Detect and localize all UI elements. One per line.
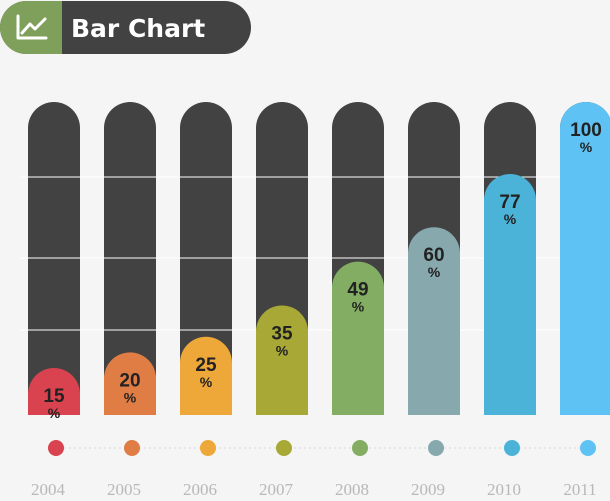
year-marker-dot: [428, 440, 444, 456]
x-tick-label: 2005: [107, 480, 141, 499]
x-axis-labels: 2004 2005 2006 2007 2008 2009 2010 2011: [31, 480, 597, 499]
bar-value-label: 49: [347, 280, 368, 301]
bar-value-label: 60: [423, 245, 444, 266]
year-markers: [48, 440, 596, 456]
bar: [104, 352, 156, 415]
x-tick-label: 2010: [487, 480, 521, 499]
year-marker-dot: [200, 440, 216, 456]
bar-value-unit: %: [124, 389, 137, 405]
year-marker-dot: [48, 440, 64, 456]
chart-title-banner: Bar Chart: [0, 1, 251, 54]
bar: [408, 227, 460, 415]
bar-value-unit: %: [48, 405, 61, 421]
x-tick-label: 2011: [563, 480, 596, 499]
title-background: [0, 1, 251, 54]
line-chart-icon: [16, 14, 48, 40]
bar-value-label: 100: [570, 120, 602, 141]
bar-value-label: 25: [195, 355, 217, 376]
year-marker-dot: [352, 440, 368, 456]
title-icon-background: [0, 1, 62, 54]
bar: [28, 368, 80, 415]
bar-value-unit: %: [276, 342, 289, 358]
bar: [332, 261, 384, 415]
bar-value-label: 20: [119, 370, 140, 391]
bars: [28, 102, 610, 415]
bar-value-unit: %: [504, 211, 517, 227]
bar: [180, 336, 233, 415]
bar-value-label: 15: [43, 386, 65, 407]
bar-value-unit: %: [428, 264, 441, 280]
bar: [256, 305, 308, 415]
x-tick-label: 2004: [31, 480, 66, 499]
bar-value-unit: %: [580, 139, 593, 155]
chart-title: Bar Chart: [71, 14, 205, 43]
bar: [484, 173, 536, 415]
value-labels: 15%20%25%35%49%60%77%100%: [43, 120, 601, 421]
year-marker-dot: [124, 440, 140, 456]
x-tick-label: 2009: [411, 480, 445, 499]
x-tick-label: 2008: [335, 480, 369, 499]
bar-value-unit: %: [200, 374, 213, 390]
bar: [560, 102, 610, 415]
year-marker-dot: [504, 440, 520, 456]
bar-value-label: 77: [499, 192, 520, 213]
bar-value-unit: %: [352, 299, 365, 315]
x-tick-label: 2006: [183, 480, 217, 499]
bar-value-label: 35: [271, 323, 293, 344]
year-marker-dot: [276, 440, 292, 456]
year-marker-dot: [580, 440, 596, 456]
x-tick-label: 2007: [259, 480, 294, 499]
